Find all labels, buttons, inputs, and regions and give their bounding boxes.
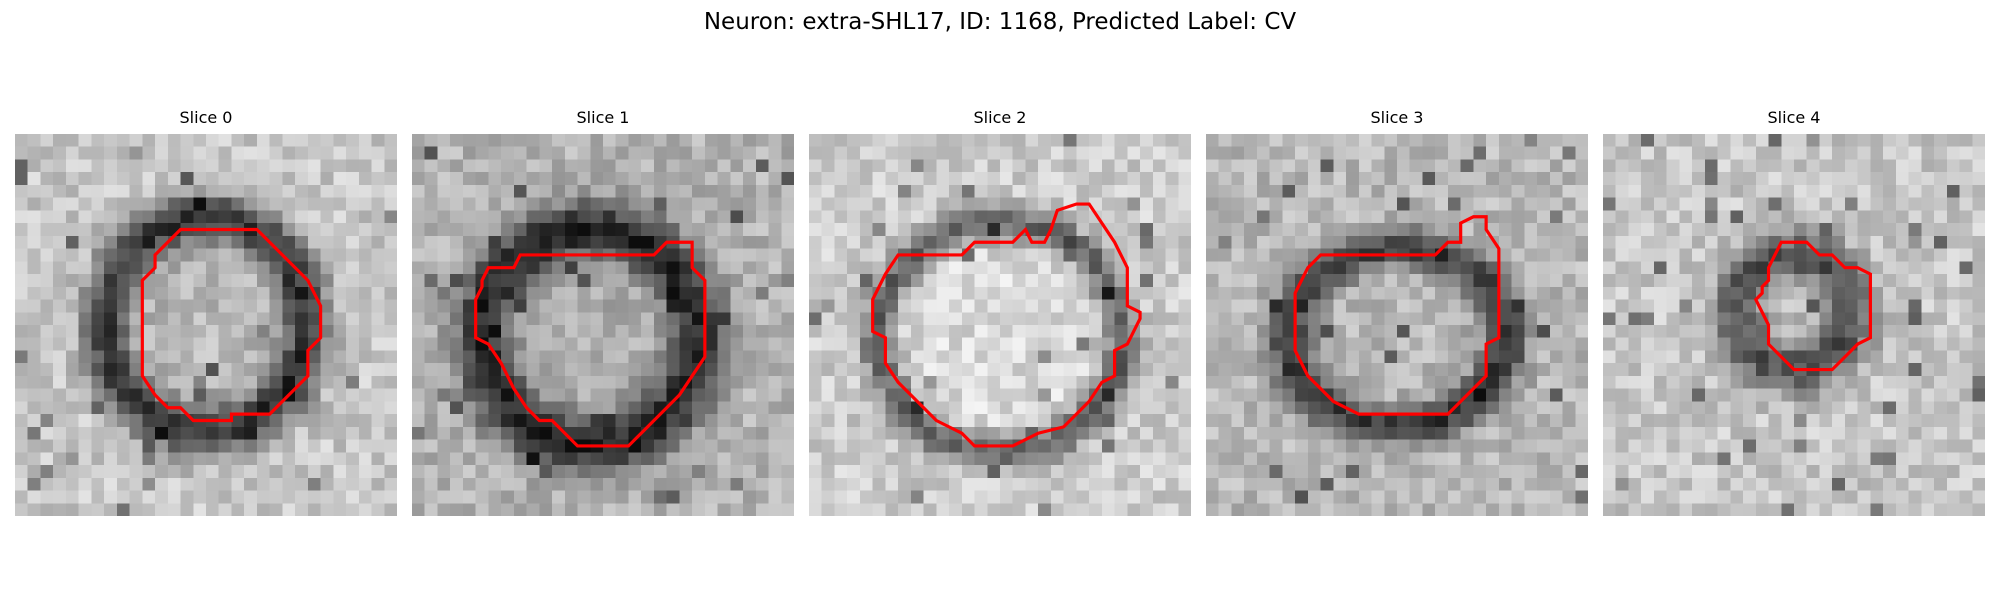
slice-title: Slice 4 — [1603, 108, 1985, 128]
slice-panel-4: Slice 4 — [1603, 108, 1985, 520]
slice-title: Slice 0 — [15, 108, 397, 128]
slice-title: Slice 1 — [412, 108, 794, 128]
pixel-grid — [15, 134, 397, 516]
pixel-grid — [412, 134, 794, 516]
figure-title: Neuron: extra-SHL17, ID: 1168, Predicted… — [0, 8, 2000, 36]
slice-image — [809, 134, 1191, 516]
pixel-grid — [1603, 134, 1985, 516]
pixel-grid — [809, 134, 1191, 516]
slice-image — [15, 134, 397, 516]
slice-image — [1603, 134, 1985, 516]
slice-panel-0: Slice 0 — [15, 108, 397, 520]
pixel-grid — [1206, 134, 1588, 516]
slice-panel-2: Slice 2 — [809, 108, 1191, 520]
slice-panel-1: Slice 1 — [412, 108, 794, 520]
slice-image — [412, 134, 794, 516]
slice-title: Slice 2 — [809, 108, 1191, 128]
slice-title: Slice 3 — [1206, 108, 1588, 128]
slice-panel-3: Slice 3 — [1206, 108, 1588, 520]
slice-image — [1206, 134, 1588, 516]
